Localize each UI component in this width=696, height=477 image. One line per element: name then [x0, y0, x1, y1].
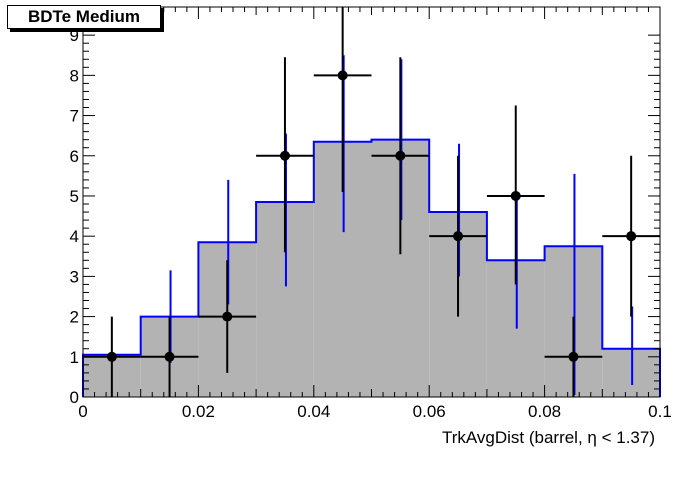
x-tick-label: 0.04	[297, 402, 330, 421]
y-tick-label: 3	[70, 267, 79, 286]
y-tick-label: 5	[70, 187, 79, 206]
data-point	[510, 190, 521, 201]
data-point	[337, 70, 348, 81]
x-tick-label: 0.1	[648, 402, 672, 421]
y-tick-label: 9	[70, 26, 79, 45]
chart-title: BDTe Medium	[7, 5, 161, 29]
data-point	[453, 231, 464, 242]
x-tick-label: 0.08	[528, 402, 561, 421]
axis-ticks-layer	[82, 7, 661, 398]
x-tick-label: 0.06	[413, 402, 446, 421]
data-point	[164, 351, 175, 362]
data-points-layer	[83, 7, 660, 397]
x-axis-title: TrkAvgDist (barrel, η < 1.37)	[442, 428, 655, 447]
y-tick-label: 7	[70, 107, 79, 126]
y-tick-label: 6	[70, 147, 79, 166]
y-tick-label: 8	[70, 66, 79, 85]
data-point	[279, 150, 290, 161]
y-tick-label: 2	[70, 308, 79, 327]
y-tick-label: 0	[70, 388, 79, 407]
y-tick-label: 4	[70, 227, 79, 246]
y-tick-label: 1	[70, 348, 79, 367]
data-point	[395, 150, 406, 161]
tick-labels-layer: 0 0.02 0.04 0.06 0.08 0.1 0 1 2 3 4 5 6 7 8 9	[70, 26, 672, 421]
x-tick-label: 0	[78, 402, 87, 421]
x-tick-label: 0.02	[182, 402, 215, 421]
data-point	[626, 231, 637, 242]
data-point	[222, 311, 233, 322]
data-point	[568, 351, 579, 362]
data-point	[106, 351, 117, 362]
